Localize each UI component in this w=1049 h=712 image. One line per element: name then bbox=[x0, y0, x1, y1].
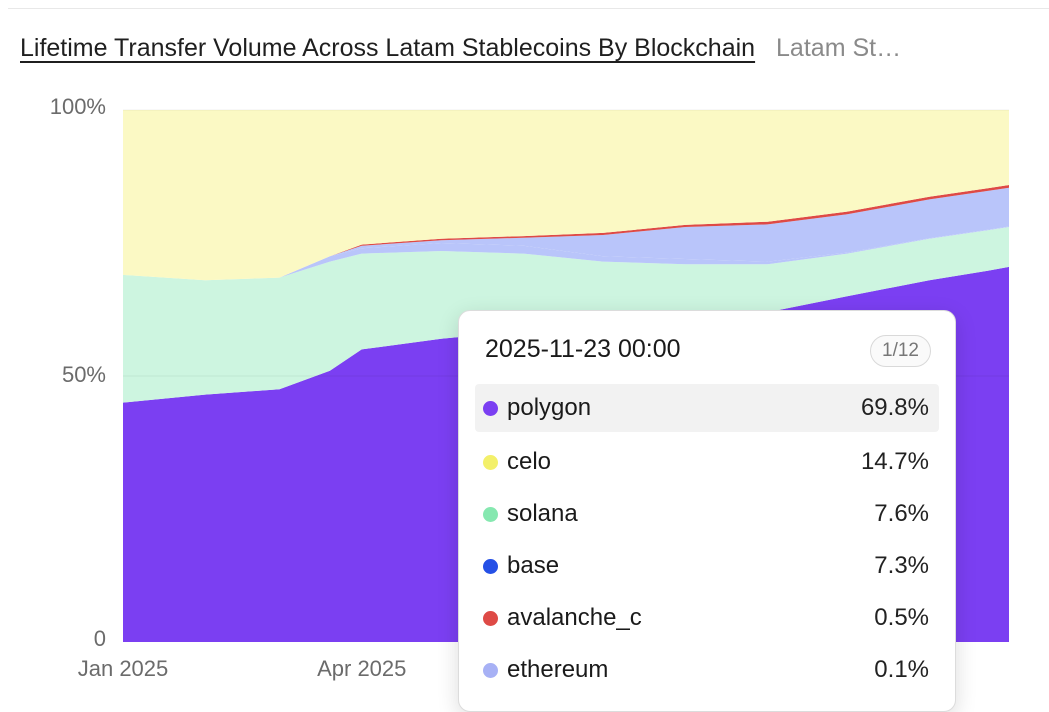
y-tick-label: 50% bbox=[62, 362, 106, 387]
tooltip-series-name: celo bbox=[507, 448, 552, 475]
tooltip-series-value: 14.7% bbox=[860, 448, 929, 475]
tooltip-series-value: 69.8% bbox=[860, 394, 929, 421]
tooltip-series-value: 0.1% bbox=[874, 656, 929, 683]
legend-dot-icon bbox=[483, 662, 498, 678]
tooltip-series-value: 7.3% bbox=[874, 552, 929, 579]
tooltip-series-name: base bbox=[507, 552, 560, 579]
chart-header: Lifetime Transfer Volume Across Latam St… bbox=[20, 30, 1030, 66]
legend-dot-icon bbox=[483, 454, 498, 470]
tooltip-row-ethereum: ethereum 0.1% bbox=[475, 644, 939, 696]
area-ethereum bbox=[123, 226, 1009, 281]
area-celo bbox=[123, 110, 1009, 281]
tooltip-row-celo: celo 14.7% bbox=[475, 436, 939, 488]
tooltip-series-name: avalanche_c bbox=[507, 604, 642, 631]
tooltip-series-name: solana bbox=[507, 500, 578, 527]
area-base bbox=[123, 187, 1009, 281]
tooltip-series-value: 0.5% bbox=[874, 604, 929, 631]
legend-dot-icon bbox=[483, 558, 498, 574]
next-chart-title[interactable]: Latam St… bbox=[776, 34, 902, 62]
tooltip-row-avalanche_c: avalanche_c 0.5% bbox=[475, 592, 939, 644]
tooltip-series-name: ethereum bbox=[507, 656, 609, 683]
top-divider bbox=[8, 8, 1049, 9]
tooltip-row-base: base 7.3% bbox=[475, 540, 939, 592]
tooltip-series-name: polygon bbox=[507, 394, 592, 421]
x-tick-label: Apr 2025 bbox=[317, 656, 406, 681]
legend-dot-icon bbox=[483, 610, 498, 626]
y-tick-label: 100% bbox=[50, 94, 106, 119]
legend-dot-icon bbox=[483, 400, 498, 416]
tooltip-pager[interactable]: 1/12 bbox=[870, 335, 931, 367]
chart-title-link[interactable]: Lifetime Transfer Volume Across Latam St… bbox=[20, 34, 756, 62]
tooltip-date: 2025-11-23 00:00 bbox=[485, 335, 681, 363]
tooltip-row-solana: solana 7.6% bbox=[475, 488, 939, 540]
tooltip-series-value: 7.6% bbox=[874, 500, 929, 527]
tooltip-row-polygon: polygon 69.8% bbox=[475, 384, 939, 432]
tooltip-rows: polygon 69.8% celo 14.7% solana 7.6% base 7.3% a… bbox=[475, 384, 939, 696]
chart-tooltip: 2025-11-23 00:00 1/12 polygon 69.8% celo 14… bbox=[458, 310, 956, 712]
x-tick-label: Jan 2025 bbox=[78, 656, 169, 681]
legend-dot-icon bbox=[483, 506, 498, 522]
y-tick-label: 0 bbox=[94, 626, 106, 651]
